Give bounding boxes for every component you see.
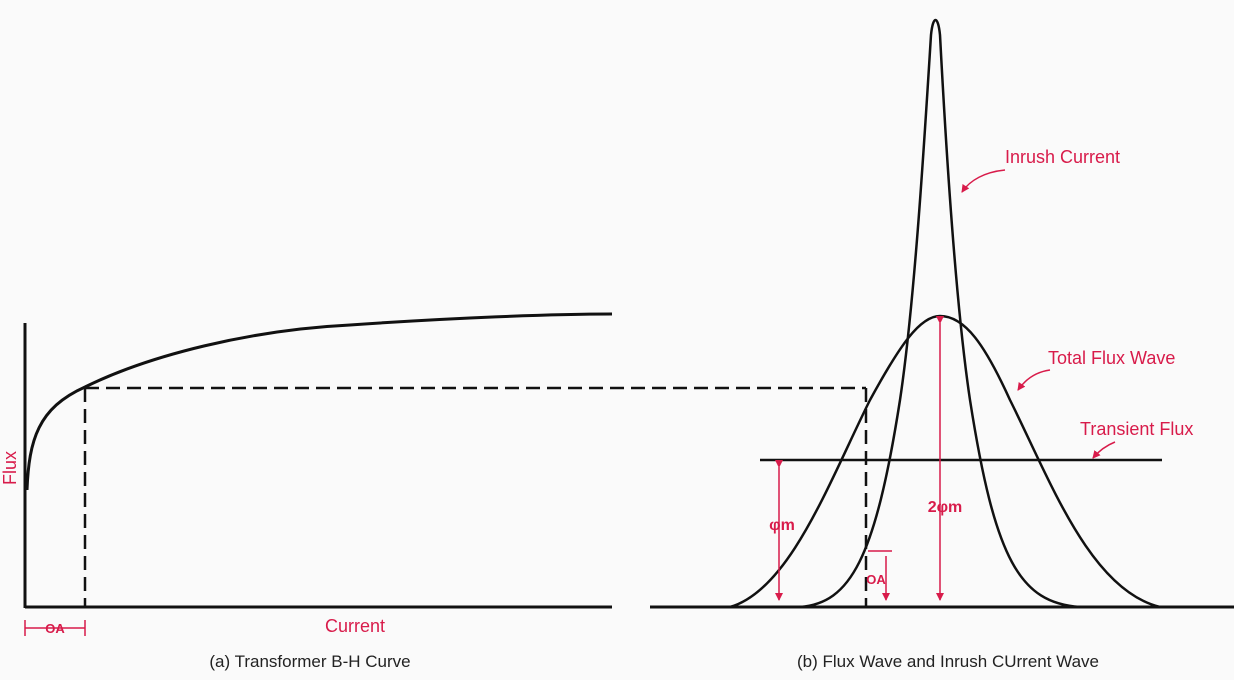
- total-flux-callout: [1017, 369, 1051, 391]
- total-flux-label: Total Flux Wave: [1048, 348, 1175, 368]
- inrush-current-wave: [799, 18, 1081, 609]
- bh-curve: [25, 312, 613, 491]
- inrush-callout: [961, 169, 1006, 193]
- flux-inrush-panel: φm OA 2φm Inrush Current Total Flux Wave…: [650, 18, 1234, 671]
- bh-curve-panel: OA Flux Current (a) Transformer B-H Curv…: [0, 312, 866, 671]
- transient-label: Transient Flux: [1080, 419, 1193, 439]
- caption-right: (b) Flux Wave and Inrush CUrrent Wave: [797, 652, 1099, 671]
- transient-callout: [1092, 441, 1116, 459]
- oa-label-right: OA: [866, 572, 886, 587]
- two-phi-m-label: 2φm: [928, 499, 963, 516]
- flux-axis-label: Flux: [0, 451, 20, 485]
- caption-left: (a) Transformer B-H Curve: [209, 652, 410, 671]
- oa-label-left: OA: [45, 621, 65, 636]
- inrush-label: Inrush Current: [1005, 147, 1120, 167]
- current-axis-label: Current: [325, 616, 385, 636]
- phi-m-label: φm: [769, 517, 795, 534]
